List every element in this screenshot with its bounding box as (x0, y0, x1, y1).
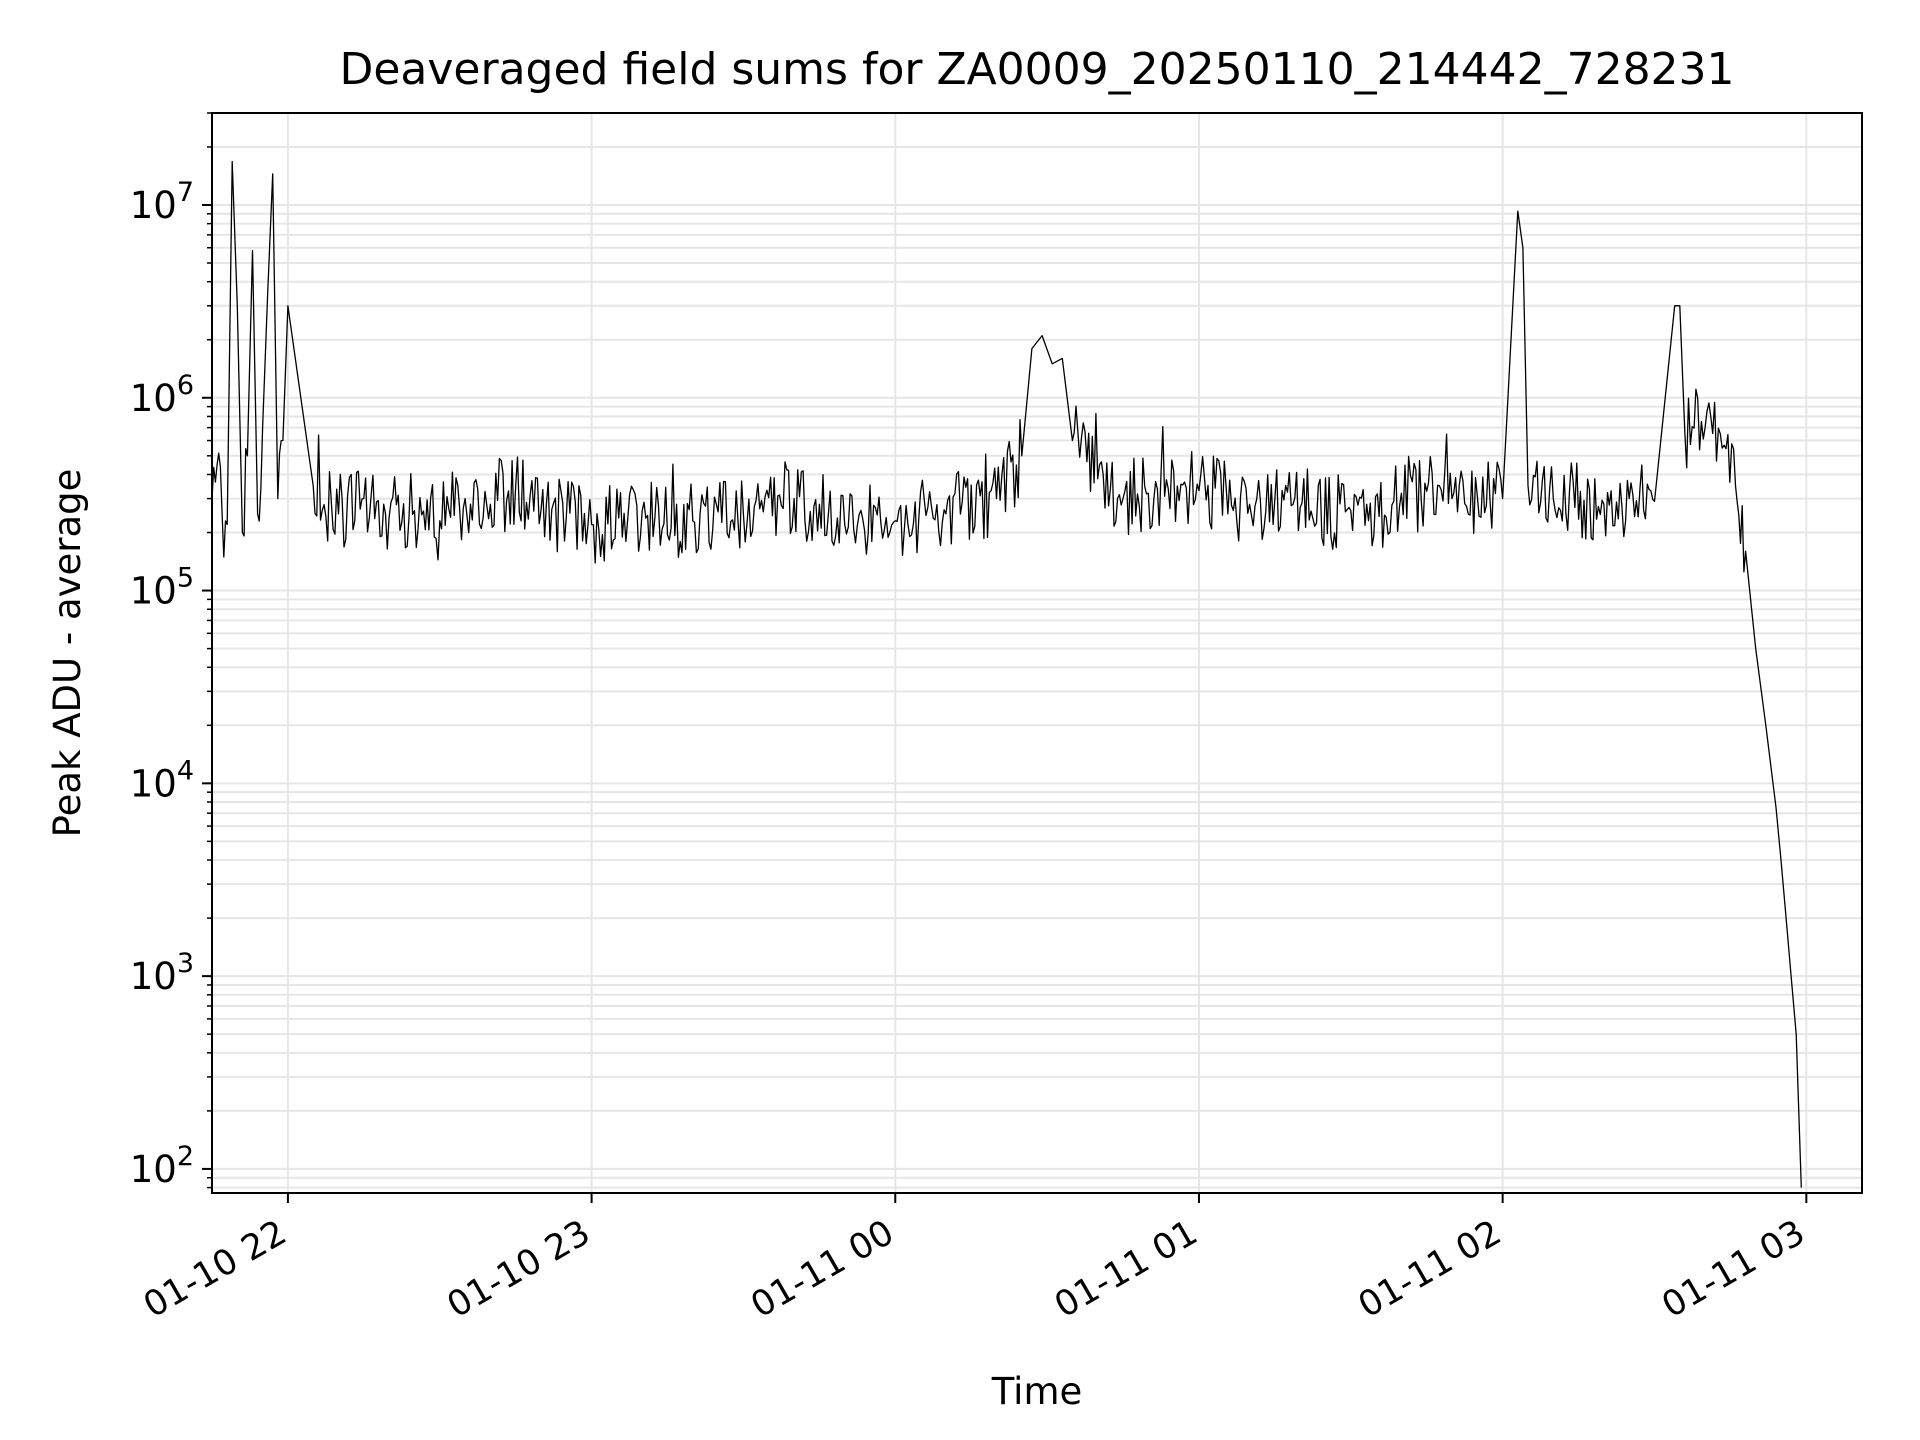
x-axis-label: Time (991, 1370, 1083, 1413)
y-tick-label: 104 (130, 755, 194, 805)
series-line (211, 160, 1802, 1188)
y-tick-label: 103 (130, 948, 194, 998)
chart-title: Deaveraged field sums for ZA0009_2025011… (339, 44, 1734, 95)
y-tick-label: 102 (130, 1141, 194, 1191)
y-tick-label: 106 (130, 370, 194, 420)
plot-frame (211, 112, 1863, 1194)
grid-lines (212, 112, 1862, 1193)
y-tick-label: 107 (130, 177, 194, 227)
y-axis: 102 103 104 105 106 107 (130, 112, 212, 1191)
y-tick-label: 105 (130, 563, 194, 613)
plot-area (211, 160, 1802, 1188)
y-axis-label: Peak ADU - average (46, 469, 89, 838)
